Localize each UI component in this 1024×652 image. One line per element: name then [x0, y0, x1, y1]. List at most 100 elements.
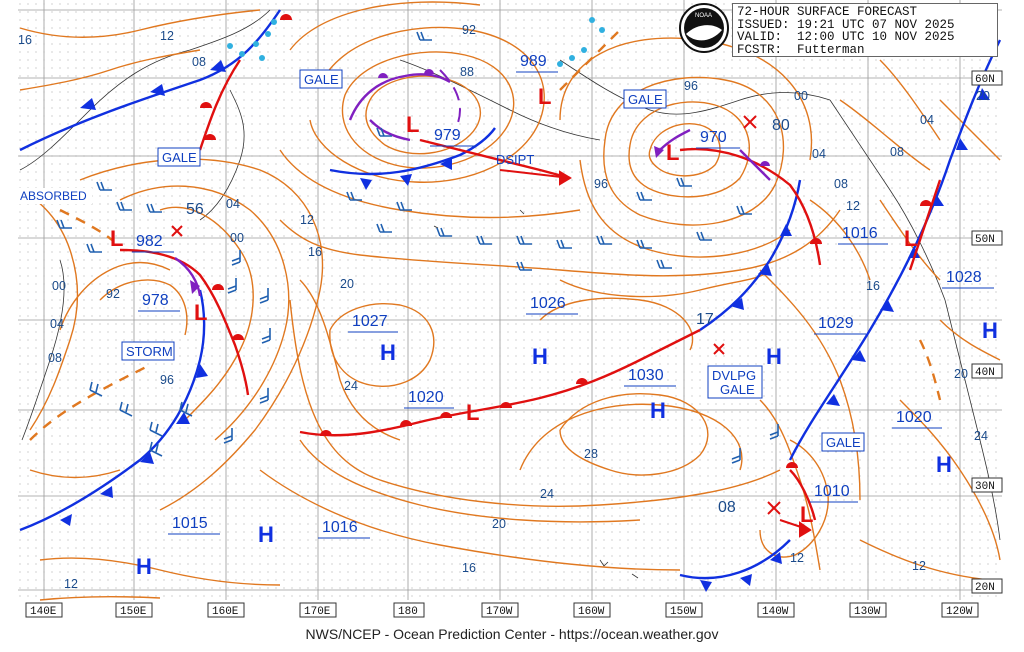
troughs	[29, 29, 942, 441]
header-title: 72-HOUR SURFACE FORECAST	[737, 5, 918, 19]
isobar-label: 92	[106, 287, 120, 301]
longitude-label: 160E	[212, 606, 239, 618]
center-x-marks	[171, 115, 781, 515]
warm-front-bumps	[200, 14, 932, 468]
occluded-marks	[190, 69, 770, 294]
pressure-value: 1026	[530, 295, 566, 312]
longitude-label: 130W	[854, 606, 881, 618]
high-symbol: H	[982, 318, 998, 343]
isobar-label: 24	[540, 487, 554, 501]
pressure-value: 1029	[818, 315, 854, 332]
isobar-label: 08	[48, 351, 62, 365]
pressure-value: 1010	[814, 483, 850, 500]
wind-barbs	[56, 31, 779, 464]
low-symbol: L	[800, 502, 813, 527]
isobar-label: 20	[954, 367, 968, 381]
isobar-label: 00	[52, 279, 66, 293]
cold-front-barbs	[60, 60, 990, 592]
low-symbol: L	[110, 226, 123, 251]
longitude-label: 140E	[30, 606, 57, 618]
occluded-fronts	[174, 73, 771, 297]
dvlpg-gale-label: GALE	[720, 382, 755, 397]
isobar-label: 12	[160, 29, 174, 43]
isobar-label: 56	[186, 201, 204, 218]
high-symbol: H	[258, 522, 274, 547]
pressure-value: 989	[520, 53, 547, 70]
isobar-label: 04	[226, 197, 240, 211]
isobar-label: 04	[812, 147, 826, 161]
longitude-label: 150W	[670, 606, 697, 618]
forecast-header: 72-HOUR SURFACE FORECAST ISSUED: 19:21 UT…	[732, 3, 998, 57]
isobar-label: 80	[772, 117, 790, 134]
low-symbol: L	[406, 112, 419, 137]
isobar-label: 16	[866, 279, 880, 293]
isobar-label: 24	[344, 379, 358, 393]
high-symbol: H	[380, 340, 396, 365]
isobar-label: 08	[192, 55, 206, 69]
isobar-label: 17	[696, 311, 714, 328]
noaa-logo: NOAA	[679, 3, 729, 53]
header-valid: VALID: 12:00 UTC 10 NOV 2025	[737, 30, 955, 44]
latitude-label: 50N	[975, 234, 995, 246]
pressure-value: 979	[434, 127, 461, 144]
isobar-label: 12	[790, 551, 804, 565]
isobar-label: 12	[64, 577, 78, 591]
isobar-label: 96	[160, 373, 174, 387]
isobars	[19, 1, 1001, 601]
isobar-label: 08	[718, 499, 736, 516]
motion-arrows	[499, 169, 812, 538]
isobar-label: 16	[18, 33, 32, 47]
isobar-label: 20	[492, 517, 506, 531]
pressure-value: 1028	[946, 269, 982, 286]
pressure-value: 1016	[322, 519, 358, 536]
pressure-value: 978	[142, 292, 169, 309]
header-forecaster: FCSTR: Futterman	[737, 42, 865, 57]
cyan-ice-dots	[227, 17, 605, 67]
isobar-label: 04	[920, 113, 934, 127]
isobar-label: 20	[340, 277, 354, 291]
isobar-label: 04	[50, 317, 64, 331]
low-symbol: L	[666, 140, 679, 165]
isobar-label: 16	[308, 245, 322, 259]
longitude-label: 140W	[762, 606, 789, 618]
isobar-label: 88	[460, 65, 474, 79]
gale-label: GALE	[162, 150, 197, 165]
gale-label: GALE	[304, 72, 339, 87]
pressure-value: 982	[136, 233, 163, 250]
longitude-label: 170E	[304, 606, 331, 618]
isobar-label: 92	[462, 23, 476, 37]
isobar-label: 16	[462, 561, 476, 575]
isobar-label: 20	[976, 89, 990, 103]
isobar-label: 12	[846, 199, 860, 213]
dsipt-label: DSIPT	[496, 152, 534, 167]
header-issued: ISSUED: 19:21 UTC 07 NOV 2025	[737, 17, 955, 32]
latitude-label: 20N	[975, 582, 995, 594]
isobar-label: 96	[684, 79, 698, 93]
isobar-label: 96	[594, 177, 608, 191]
pressure-underlines	[132, 71, 994, 539]
svg-text:NOAA: NOAA	[695, 13, 712, 19]
pressure-value: 1027	[352, 313, 388, 330]
longitude-label: 160W	[578, 606, 605, 618]
high-symbol: H	[532, 344, 548, 369]
coastlines	[19, 9, 1001, 579]
gale-label: GALE	[826, 435, 861, 450]
low-symbol: L	[538, 84, 551, 109]
isobar-label: 24	[974, 429, 988, 443]
longitude-label: 170W	[486, 606, 513, 618]
pressure-value: 1020	[408, 389, 444, 406]
isobar-label: 12	[300, 213, 314, 227]
high-symbol: H	[936, 452, 952, 477]
pressure-value: 1016	[842, 225, 878, 242]
latitude-label: 40N	[975, 367, 995, 379]
gale-label: GALE	[628, 92, 663, 107]
high-symbol: H	[766, 344, 782, 369]
low-symbol: L	[466, 400, 479, 425]
pressure-value: 1020	[896, 409, 932, 426]
isobar-label: 08	[834, 177, 848, 191]
longitude-label: 150E	[120, 606, 147, 618]
pressure-value: 970	[700, 129, 727, 146]
storm-label: STORM	[126, 344, 173, 359]
isobar-label: 28	[584, 447, 598, 461]
